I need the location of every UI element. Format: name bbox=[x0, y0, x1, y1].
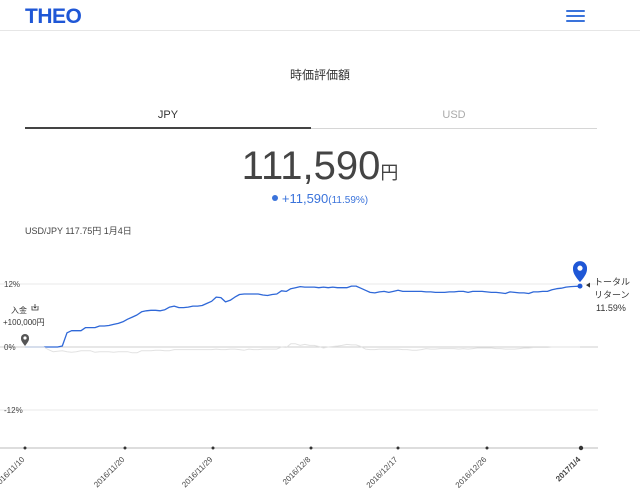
x-tick-label: 2016/12/26 bbox=[454, 455, 489, 490]
x-tick-label: 2016/11/29 bbox=[180, 455, 215, 490]
x-tick-label: 2016/12/8 bbox=[281, 455, 313, 487]
series-line-portfolio bbox=[25, 285, 581, 348]
valuation-amount: 111,590円 bbox=[0, 144, 640, 189]
x-tick-dot bbox=[123, 446, 127, 450]
currency-tabs: JPY USD bbox=[25, 107, 597, 129]
valuation-change: +11,590(11.59%) bbox=[0, 191, 640, 206]
x-tick-label: 2017/1/4 bbox=[554, 455, 583, 484]
end-pin-hole bbox=[577, 265, 583, 271]
fx-rate-label: USD/JPY 117.75円 1月4日 bbox=[25, 226, 132, 236]
end-point-dot bbox=[577, 283, 583, 289]
x-tick-label: 2016/11/10 bbox=[0, 455, 27, 490]
change-dot-icon bbox=[271, 195, 278, 201]
active-tab-indicator bbox=[25, 127, 311, 129]
total-return-label: トータル bbox=[594, 277, 630, 287]
total-return-pointer-icon bbox=[586, 282, 590, 288]
x-tick-dot bbox=[211, 446, 215, 450]
valuation-title: 時価評価額 bbox=[289, 68, 350, 82]
y-tick-label: 12% bbox=[4, 280, 20, 289]
total-return-value: 11.59% bbox=[596, 303, 626, 313]
end-pin-icon bbox=[573, 261, 587, 283]
x-tick-dot bbox=[309, 446, 313, 450]
x-tick-label: 2016/11/20 bbox=[92, 455, 127, 490]
total-return-label-2: リターン bbox=[594, 290, 630, 300]
deposit-tray-icon bbox=[31, 304, 39, 311]
hamburger-menu-icon[interactable] bbox=[566, 10, 585, 22]
x-tick-dot bbox=[485, 446, 489, 450]
valuation-unit: 円 bbox=[380, 163, 399, 183]
change-percent: (11.59%) bbox=[328, 195, 369, 206]
deposit-amount: +100,000円 bbox=[3, 318, 45, 327]
start-pin-hole bbox=[23, 336, 27, 340]
start-pin-icon bbox=[21, 334, 29, 346]
theo-logo[interactable]: THEO bbox=[25, 5, 82, 28]
x-tick-dot bbox=[578, 445, 584, 451]
x-tick-label: 2016/12/17 bbox=[365, 455, 400, 490]
tab-jpy[interactable]: JPY bbox=[157, 109, 179, 121]
app-header: THEO bbox=[0, 0, 640, 31]
y-tick-label: -12% bbox=[4, 406, 23, 415]
tab-usd[interactable]: USD bbox=[442, 109, 466, 121]
x-tick-dot bbox=[23, 446, 27, 450]
x-tick-dot bbox=[396, 446, 400, 450]
change-amount: +11,590 bbox=[281, 191, 329, 206]
valuation-number: 111,590 bbox=[241, 144, 381, 188]
series-line-reference bbox=[25, 343, 580, 354]
y-tick-label: 0% bbox=[4, 343, 16, 352]
performance-chart[interactable]: 12% 0% -12% 2016/11/10 2016/11/20 2016/11/29 2… bbox=[0, 240, 640, 494]
deposit-label: 入金 bbox=[11, 305, 27, 315]
